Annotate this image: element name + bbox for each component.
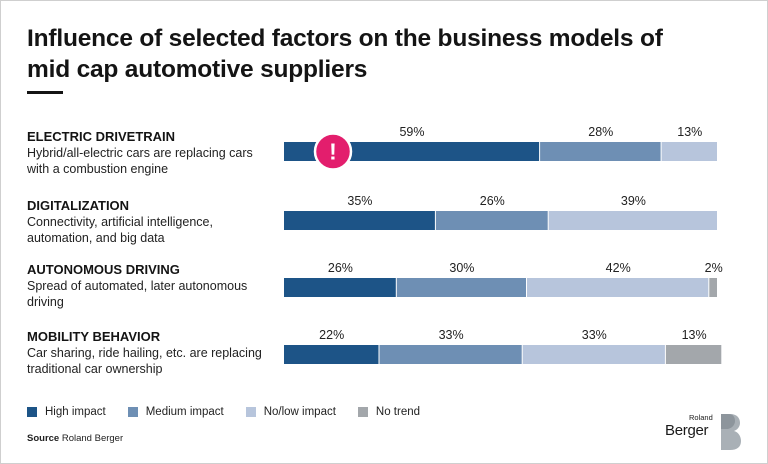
data-label-digitalization-high-impact: 35% <box>347 194 372 208</box>
category-name: AUTONOMOUS DRIVING <box>27 262 180 277</box>
category-label-mobility-behavior: MOBILITY BEHAVIOR Car sharing, ride hail… <box>27 329 277 377</box>
data-label-mobility-behavior-no-low-impact: 33% <box>582 328 607 342</box>
legend-item-no-trend: No trend <box>357 406 421 418</box>
stacked-bar-chart: 59% 28% 13%! 35% 26% 39% 26% 30% 42% 2% 22% 33% 33% 1… <box>284 125 723 364</box>
bar-autonomous-driving-high-impact <box>284 278 396 297</box>
data-label-electric-drivetrain-no-low-impact: 13% <box>677 125 702 139</box>
bar-electric-drivetrain-medium-impact <box>540 142 661 161</box>
source-label: Source <box>27 433 60 444</box>
legend-item-no-low-impact: No/low impact <box>245 406 336 418</box>
legend-item-medium-impact: Medium impact <box>127 406 224 418</box>
legend-label: No/low impact <box>263 406 336 418</box>
data-label-digitalization-no-low-impact: 39% <box>621 194 646 208</box>
bar-digitalization-high-impact <box>284 211 435 230</box>
alert-badge-icon <box>313 132 353 171</box>
chart-title: Influence of selected factors on the bus… <box>27 25 663 83</box>
bar-digitalization-no-low-impact <box>548 211 717 230</box>
category-name: MOBILITY BEHAVIOR <box>27 329 161 344</box>
category-label-electric-drivetrain: ELECTRIC DRIVETRAIN Hybrid/all-electric … <box>27 129 277 177</box>
bar-autonomous-driving-no-low-impact <box>527 278 709 297</box>
bar-mobility-behavior-no-trend <box>665 345 722 364</box>
category-name: DIGITALIZATION <box>27 198 130 213</box>
alert-badge-text: ! <box>329 139 337 165</box>
legend-item-high-impact: High impact <box>27 406 106 418</box>
data-label-autonomous-driving-no-low-impact: 42% <box>606 261 631 275</box>
category-description: Spread of automated, later autonomous dr… <box>27 279 248 309</box>
category-label-autonomous-driving: AUTONOMOUS DRIVING Spread of automated, … <box>27 262 277 310</box>
category-name: ELECTRIC DRIVETRAIN <box>27 129 176 144</box>
bar-digitalization-medium-impact <box>435 211 548 230</box>
data-label-mobility-behavior-medium-impact: 33% <box>439 328 464 342</box>
legend-swatch <box>127 407 138 417</box>
logo-text-big: Berger <box>665 422 709 439</box>
data-label-digitalization-medium-impact: 26% <box>480 194 505 208</box>
legend-swatch <box>245 407 256 417</box>
legend-label: No trend <box>375 406 421 418</box>
data-label-mobility-behavior-high-impact: 22% <box>319 328 344 342</box>
legend-swatch <box>357 407 368 417</box>
data-label-electric-drivetrain-high-impact: 59% <box>399 125 424 139</box>
legend-swatch <box>27 407 37 417</box>
bar-autonomous-driving-medium-impact <box>396 278 526 297</box>
bar-mobility-behavior-no-low-impact <box>522 345 665 364</box>
title-underline <box>27 91 63 94</box>
category-description: Hybrid/all-electric cars are replacing c… <box>27 146 253 176</box>
logo-text-small: Roland <box>689 413 713 422</box>
data-label-autonomous-driving-high-impact: 26% <box>328 261 353 275</box>
logo-b-mark-icon <box>721 414 741 450</box>
data-label-electric-drivetrain-medium-impact: 28% <box>588 125 613 139</box>
roland-berger-logo: Roland Berger <box>665 413 749 453</box>
legend-label: High impact <box>45 406 106 418</box>
legend-label: Medium impact <box>145 406 224 418</box>
data-label-mobility-behavior-no-trend: 13% <box>682 328 707 342</box>
category-description: Connectivity, artificial intelligence, a… <box>27 215 213 245</box>
source-text: Roland Berger <box>61 433 124 444</box>
bar-autonomous-driving-no-trend <box>709 278 717 297</box>
data-label-autonomous-driving-no-trend: 2% <box>705 261 723 275</box>
data-label-autonomous-driving-medium-impact: 30% <box>449 261 474 275</box>
bar-mobility-behavior-high-impact <box>284 345 379 364</box>
bar-electric-drivetrain-no-low-impact <box>661 142 717 161</box>
category-label-digitalization: DIGITALIZATION Connectivity, artificial … <box>27 198 277 246</box>
legend: High impact Medium impact No/low impact … <box>27 406 442 418</box>
bar-mobility-behavior-medium-impact <box>379 345 522 364</box>
category-description: Car sharing, ride hailing, etc. are repl… <box>27 346 262 376</box>
source-note: Source Roland Berger <box>27 433 123 444</box>
